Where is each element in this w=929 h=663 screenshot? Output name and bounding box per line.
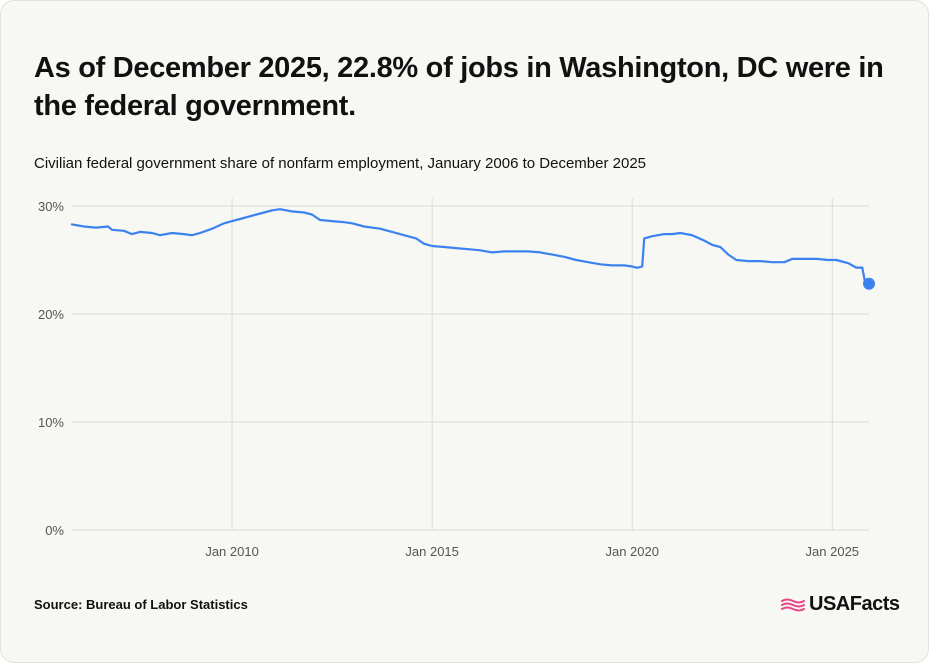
chart-subtitle: Civilian federal government share of non… xyxy=(34,155,646,172)
x-tick-label: Jan 2010 xyxy=(205,544,259,559)
x-tick-label: Jan 2020 xyxy=(605,544,659,559)
series-line xyxy=(70,208,871,286)
y-tick-label: 20% xyxy=(38,307,64,322)
x-tick-label: Jan 2025 xyxy=(806,544,860,559)
line-chart: 0% 10% 20% 30% Jan 2010 Jan 2015 Jan 2020 Jan 2… xyxy=(38,198,875,559)
endpoint-marker[interactable] xyxy=(863,277,875,290)
chart-headline: As of December 2025, 22.8% of jobs in Wa… xyxy=(34,52,884,122)
x-tick-label: Jan 2015 xyxy=(405,544,459,559)
source-note: Source: Bureau of Labor Statistics xyxy=(34,597,248,612)
us-flag-icon xyxy=(781,598,805,611)
axis-layer: 0% 10% 20% 30% Jan 2010 Jan 2015 Jan 2020 Jan 2… xyxy=(38,199,859,559)
series-layer xyxy=(70,208,875,290)
brand-name: USAFacts xyxy=(809,593,900,615)
usafacts-logo[interactable]: USAFacts xyxy=(781,593,900,616)
y-tick-label: 30% xyxy=(38,199,64,214)
y-tick-label: 0% xyxy=(45,523,64,538)
y-tick-label: 10% xyxy=(38,415,64,430)
grid-layer xyxy=(72,198,869,531)
